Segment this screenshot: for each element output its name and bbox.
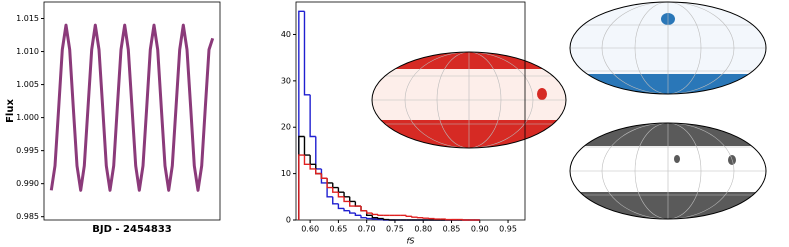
- histogram-step: [343, 192, 350, 198]
- histogram-step: [349, 210, 356, 214]
- histogram-step: [349, 201, 356, 207]
- histogram-step: [332, 196, 339, 205]
- histogram-step: [326, 178, 333, 189]
- sky-map-gray: [569, 122, 767, 220]
- histogram-step: [371, 213, 378, 216]
- histogram-step: [411, 216, 418, 218]
- y-tick-label: 40: [281, 30, 291, 39]
- y-tick-label: 1.010: [16, 47, 39, 56]
- histogram-step: [320, 173, 328, 179]
- histogram-step: [309, 164, 316, 170]
- model-curve: [49, 23, 215, 192]
- sky-map-red: [371, 51, 567, 149]
- sky-map-blue: [569, 1, 767, 95]
- y-tick-label: 0: [286, 216, 291, 225]
- histogram-step: [315, 136, 322, 170]
- x-tick-label: 0.70: [358, 225, 376, 234]
- histogram-step: [332, 187, 339, 193]
- histogram-step: [377, 217, 384, 220]
- histogram-step: [315, 168, 322, 175]
- y-tick-label: 10: [281, 169, 291, 178]
- x-tick-label: 0.85: [443, 225, 461, 234]
- histogram-step: [337, 192, 345, 198]
- histogram-step: [360, 215, 367, 219]
- histogram-step: [377, 214, 384, 217]
- y-tick-label: 0.995: [16, 146, 39, 155]
- y-tick-label: 1.005: [16, 80, 39, 89]
- histogram-step: [332, 182, 339, 189]
- y-axis-label: Flux: [5, 99, 16, 123]
- histogram-step: [337, 203, 345, 210]
- x-tick-label: 0.95: [499, 225, 517, 234]
- histogram-step: [303, 155, 311, 166]
- y-tick-label: 0.990: [16, 179, 39, 188]
- x-tick-label: 0.80: [414, 225, 432, 234]
- histogram-step: [298, 10, 305, 220]
- x-tick-label: 0.90: [471, 225, 489, 234]
- histogram-step: [343, 196, 350, 203]
- histogram-step: [337, 187, 345, 193]
- x-axis-label: fS: [407, 237, 415, 246]
- x-axis-label: BJD - 2454833: [92, 224, 172, 235]
- y-tick-label: 30: [281, 76, 291, 85]
- histogram-step: [298, 154, 305, 220]
- histogram-step: [371, 215, 378, 219]
- histogram-step: [326, 182, 333, 198]
- y-tick-label: 1.000: [16, 113, 39, 122]
- histogram-step: [382, 218, 390, 221]
- histogram-step: [343, 208, 350, 212]
- x-tick-label: 0.75: [386, 225, 404, 234]
- y-tick-label: 20: [281, 123, 291, 132]
- histogram-step: [320, 168, 328, 184]
- histogram-step: [405, 215, 412, 217]
- x-tick-label: 0.60: [301, 225, 319, 234]
- x-tick-label: 0.65: [330, 225, 348, 234]
- histogram-step: [309, 155, 316, 166]
- histogram-step: [326, 178, 333, 184]
- histogram-step: [309, 94, 316, 138]
- histogram-step: [298, 135, 305, 220]
- histogram-step: [360, 206, 367, 212]
- histogram-step: [354, 213, 362, 217]
- histogram-step: [365, 210, 373, 214]
- plot-frame: [43, 1, 221, 221]
- histogram-step: [349, 196, 356, 203]
- y-tick-label: 0.985: [16, 212, 39, 221]
- y-tick-label: 1.015: [16, 14, 39, 23]
- histogram-step: [303, 11, 311, 96]
- histogram-step: [365, 217, 373, 220]
- histogram-step: [303, 136, 311, 156]
